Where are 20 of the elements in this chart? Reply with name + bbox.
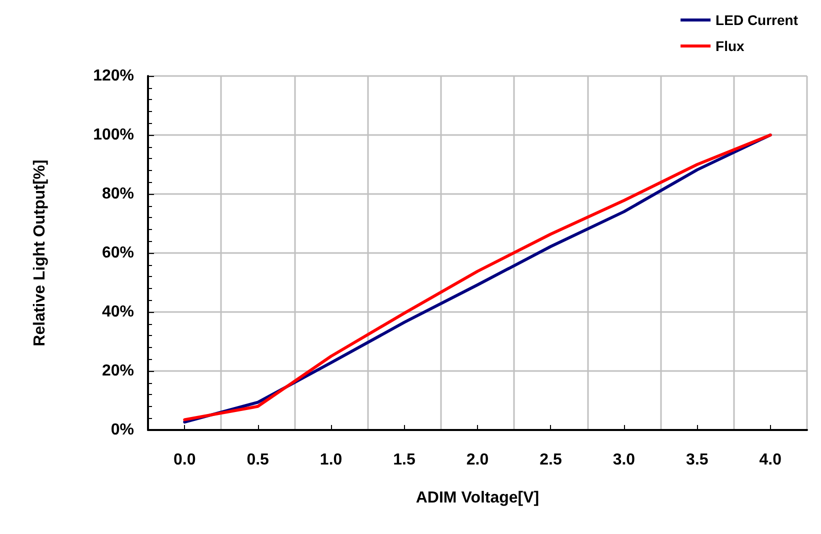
x-tick-label: 0.0	[173, 452, 196, 468]
y-tick-label: 120%	[93, 68, 134, 84]
y-tick-label: 60%	[102, 244, 134, 262]
y-tick-label: 100%	[93, 126, 134, 144]
x-tick-label: 3.0	[612, 452, 636, 468]
x-tick-label: 3.5	[686, 452, 708, 468]
y-tick-label: 80%	[102, 186, 134, 202]
x-tick-label: 1.0	[320, 452, 342, 468]
x-tick-label: 1.5	[393, 452, 416, 468]
x-tick-label: 2.5	[540, 452, 562, 468]
legend-label: LED Current	[716, 12, 798, 28]
x-tick-label: 2.0	[466, 452, 489, 468]
x-tick-label: 0.5	[246, 452, 270, 468]
y-tick-label: 20%	[102, 362, 134, 380]
legend-label: Flux	[716, 38, 745, 54]
y-tick-label: 40%	[102, 304, 134, 320]
x-tick-label: 4.0	[759, 452, 782, 468]
x-axis-title: ADIM Voltage[V]	[416, 490, 540, 506]
y-tick-label: 0%	[110, 422, 134, 438]
y-axis-title: Relative Light Output[%]	[32, 160, 48, 346]
